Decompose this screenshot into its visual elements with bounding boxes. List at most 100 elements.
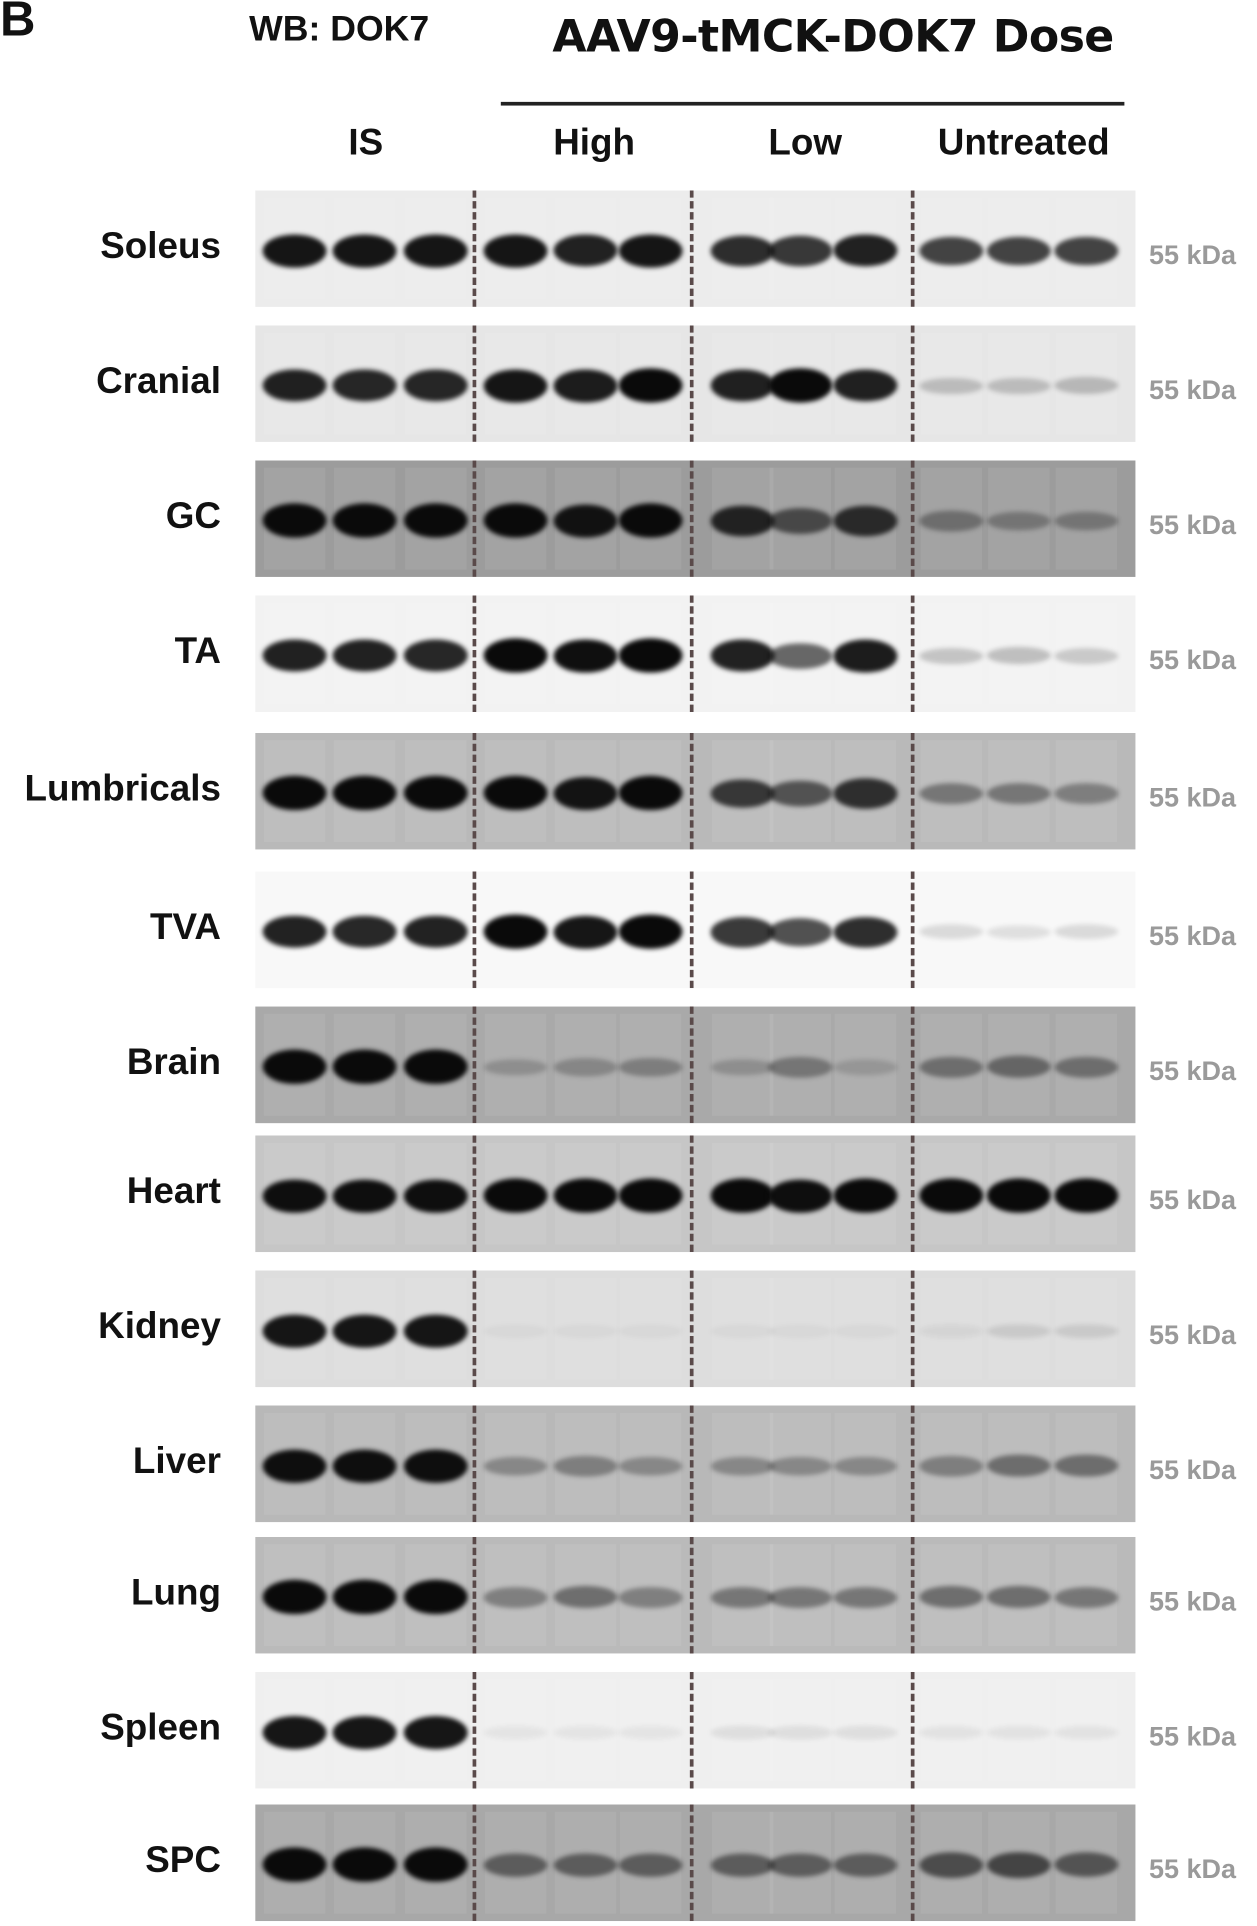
tissue-label-liver: Liver <box>132 1440 221 1481</box>
protein-band <box>332 1715 397 1750</box>
protein-band <box>403 503 468 539</box>
protein-band <box>833 916 898 948</box>
group-divider <box>472 190 477 307</box>
protein-band <box>1054 1178 1119 1214</box>
protein-band <box>768 235 833 266</box>
group-divider <box>472 460 477 577</box>
protein-band <box>553 776 618 811</box>
protein-band <box>986 924 1051 940</box>
protein-band <box>833 1725 898 1740</box>
lane <box>711 1543 774 1647</box>
protein-band <box>919 647 984 665</box>
protein-band <box>710 639 775 673</box>
treatment-bracket-line <box>500 101 1125 106</box>
group-divider <box>910 1536 915 1654</box>
protein-band <box>710 1456 775 1476</box>
protein-band <box>710 1725 775 1740</box>
protein-band <box>833 505 898 536</box>
protein-band <box>710 1853 775 1877</box>
group-divider <box>910 460 915 577</box>
marker-label-55kda: 55 kDa <box>1148 508 1237 540</box>
lane <box>1055 739 1118 843</box>
protein-band <box>262 776 327 811</box>
protein-band <box>553 234 618 267</box>
protein-band <box>919 1178 984 1214</box>
group-divider <box>689 1671 694 1789</box>
group-label-is: IS <box>348 122 384 164</box>
blot-strip-liver <box>255 1405 1136 1523</box>
protein-band <box>768 1325 832 1338</box>
group-divider <box>689 1270 694 1388</box>
protein-band <box>618 776 683 811</box>
lane <box>920 1543 982 1647</box>
protein-band <box>618 1725 683 1740</box>
protein-band <box>1054 924 1119 940</box>
protein-band <box>403 1715 468 1750</box>
protein-band <box>332 1179 397 1214</box>
protein-band <box>403 1580 468 1615</box>
blot-strip-kidney <box>255 1270 1136 1388</box>
group-divider <box>910 595 915 712</box>
protein-band <box>833 639 898 673</box>
lane <box>834 1412 897 1516</box>
protein-band <box>986 1851 1051 1879</box>
group-divider <box>472 1006 477 1124</box>
lane <box>554 1013 617 1117</box>
protein-band <box>553 1586 618 1609</box>
tissue-label-tva: TVA <box>150 906 221 948</box>
protein-band <box>1054 1725 1119 1740</box>
lane <box>834 1543 897 1647</box>
protein-band <box>403 370 468 402</box>
protein-band <box>618 1057 683 1077</box>
blot-strip-spc <box>255 1804 1136 1922</box>
protein-band <box>919 1852 984 1878</box>
protein-band <box>919 1725 984 1740</box>
protein-band <box>332 916 397 948</box>
protein-band <box>262 916 327 949</box>
marker-label-55kda: 55 kDa <box>1148 238 1237 270</box>
protein-band <box>1054 1323 1119 1339</box>
blot-strip-brain <box>255 1006 1136 1124</box>
lane <box>769 1543 832 1647</box>
group-divider <box>472 1671 477 1789</box>
protein-band <box>919 1586 984 1609</box>
group-divider <box>472 325 477 442</box>
protein-band <box>919 236 984 266</box>
protein-band <box>554 1325 618 1338</box>
lane <box>834 1678 897 1782</box>
protein-band <box>986 377 1051 395</box>
lane <box>834 1013 897 1117</box>
protein-band <box>768 508 833 534</box>
lane <box>920 1277 982 1381</box>
group-divider <box>472 732 477 850</box>
protein-band <box>833 1456 898 1476</box>
protein-band <box>483 1587 548 1608</box>
protein-band <box>553 1456 618 1477</box>
lane <box>619 1277 682 1381</box>
protein-band <box>919 377 984 395</box>
lane <box>1055 467 1118 570</box>
protein-band <box>618 1178 683 1214</box>
protein-band <box>833 778 898 809</box>
protein-band <box>483 1178 548 1214</box>
protein-band <box>403 916 468 949</box>
lane <box>554 1277 617 1381</box>
protein-band <box>618 1456 683 1476</box>
group-divider <box>910 1135 915 1253</box>
blot-strip-cranial <box>255 325 1136 442</box>
group-divider <box>472 1405 477 1523</box>
tissue-label-lung: Lung <box>130 1571 221 1613</box>
lane <box>834 1277 897 1381</box>
marker-label-55kda: 55 kDa <box>1148 1055 1237 1086</box>
lane <box>554 1412 617 1516</box>
protein-band <box>332 234 397 268</box>
group-divider <box>472 1536 477 1654</box>
protein-band <box>553 1725 618 1740</box>
lane <box>1055 602 1118 705</box>
group-divider <box>472 1135 477 1253</box>
group-divider <box>472 871 477 989</box>
marker-label-55kda: 55 kDa <box>1148 920 1237 951</box>
protein-band <box>1054 783 1119 804</box>
protein-band <box>332 1314 397 1348</box>
